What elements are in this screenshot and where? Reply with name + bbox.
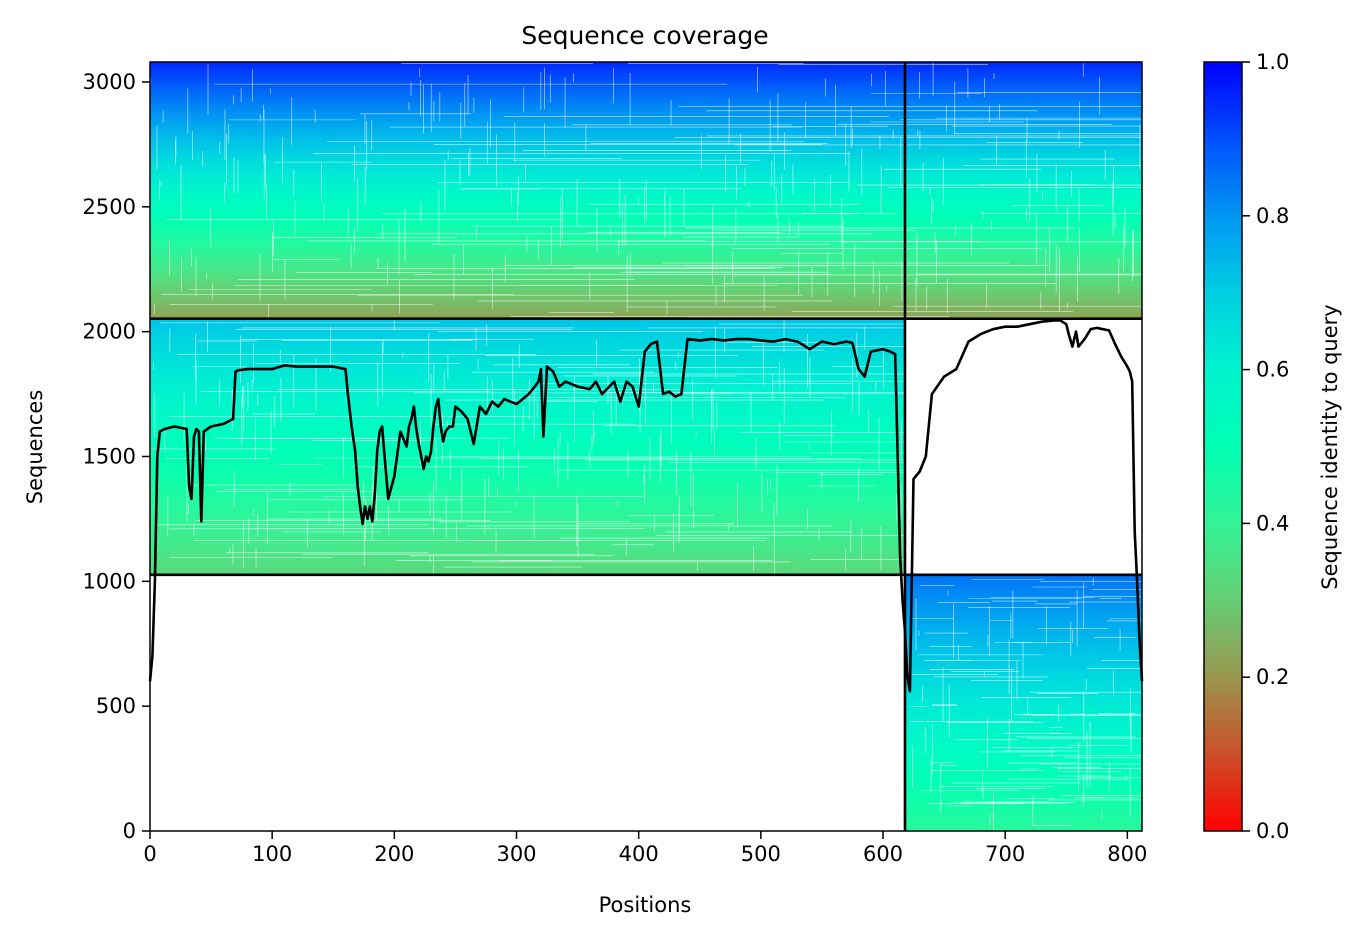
y-tick-label: 3000 bbox=[83, 70, 136, 94]
colorbar-tick-label: 1.0 bbox=[1256, 50, 1289, 74]
y-axis-label: Sequences bbox=[23, 390, 47, 505]
colorbar-tick-label: 0.6 bbox=[1256, 358, 1289, 382]
x-tick-label: 0 bbox=[143, 842, 156, 866]
colorbar: 0.0 0.2 0.4 0.6 0.8 1.0 Sequence identity to … bbox=[1203, 50, 1342, 843]
msa-blocks bbox=[150, 62, 1142, 831]
coverage-line bbox=[148, 319, 1144, 693]
x-axis-ticks: 0 100 200 300 400 500 600 700 800 bbox=[143, 831, 1147, 866]
y-axis-ticks: 0 500 1000 1500 2000 2500 3000 bbox=[83, 70, 150, 843]
y-tick-label: 1000 bbox=[83, 569, 136, 593]
x-tick-label: 300 bbox=[496, 842, 536, 866]
colorbar-tick-label: 0.2 bbox=[1256, 665, 1289, 689]
y-tick-label: 1500 bbox=[83, 444, 136, 468]
colorbar-gradient bbox=[1203, 61, 1243, 832]
x-tick-label: 100 bbox=[252, 842, 292, 866]
x-tick-label: 800 bbox=[1107, 842, 1147, 866]
x-axis-label: Positions bbox=[599, 893, 692, 917]
chart-title: Sequence coverage bbox=[521, 21, 768, 50]
x-tick-label: 200 bbox=[374, 842, 414, 866]
divider-lines bbox=[150, 62, 1142, 831]
x-tick-label: 700 bbox=[985, 842, 1025, 866]
y-tick-label: 0 bbox=[123, 819, 136, 843]
plot-frame bbox=[149, 61, 1143, 832]
colorbar-tick-label: 0.0 bbox=[1256, 819, 1289, 843]
colorbar-label: Sequence identity to query bbox=[1318, 304, 1342, 589]
colorbar-tick-label: 0.4 bbox=[1256, 511, 1289, 535]
x-tick-label: 600 bbox=[863, 842, 903, 866]
colorbar-ticks: 0.0 0.2 0.4 0.6 0.8 1.0 bbox=[1242, 50, 1289, 843]
y-tick-label: 2000 bbox=[83, 320, 136, 344]
y-tick-label: 2500 bbox=[83, 195, 136, 219]
plot-area bbox=[148, 61, 1144, 832]
colorbar-tick-label: 0.8 bbox=[1256, 204, 1289, 228]
msa-block-chain-A bbox=[150, 318, 905, 575]
x-tick-label: 500 bbox=[741, 842, 781, 866]
x-tick-label: 400 bbox=[619, 842, 659, 866]
y-tick-label: 500 bbox=[96, 694, 136, 718]
gap-lines bbox=[150, 63, 1142, 831]
